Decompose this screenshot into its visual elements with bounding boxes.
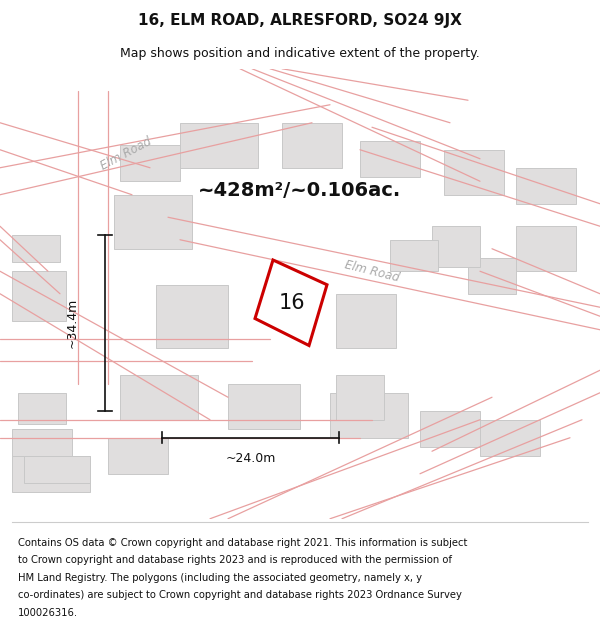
Polygon shape xyxy=(480,420,540,456)
Polygon shape xyxy=(12,429,72,456)
Polygon shape xyxy=(12,271,66,321)
Text: 16, ELM ROAD, ALRESFORD, SO24 9JX: 16, ELM ROAD, ALRESFORD, SO24 9JX xyxy=(138,14,462,29)
Text: Contains OS data © Crown copyright and database right 2021. This information is : Contains OS data © Crown copyright and d… xyxy=(18,538,467,548)
Polygon shape xyxy=(12,456,90,492)
Polygon shape xyxy=(444,150,504,195)
Polygon shape xyxy=(228,384,300,429)
Text: HM Land Registry. The polygons (including the associated geometry, namely x, y: HM Land Registry. The polygons (includin… xyxy=(18,573,422,583)
Text: co-ordinates) are subject to Crown copyright and database rights 2023 Ordnance S: co-ordinates) are subject to Crown copyr… xyxy=(18,591,462,601)
Polygon shape xyxy=(390,240,438,271)
Text: ~428m²/~0.106ac.: ~428m²/~0.106ac. xyxy=(199,181,401,200)
Text: Elm Road: Elm Road xyxy=(98,136,154,173)
Polygon shape xyxy=(120,375,198,420)
Polygon shape xyxy=(468,258,516,294)
Polygon shape xyxy=(255,260,327,346)
Text: ~34.4m: ~34.4m xyxy=(65,298,79,348)
Text: Elm Road: Elm Road xyxy=(343,258,401,284)
Polygon shape xyxy=(420,411,480,447)
Text: 100026316.: 100026316. xyxy=(18,608,78,618)
Polygon shape xyxy=(180,122,258,168)
Polygon shape xyxy=(12,235,60,262)
Polygon shape xyxy=(120,145,180,181)
Polygon shape xyxy=(282,122,342,168)
Text: 16: 16 xyxy=(279,292,305,312)
Polygon shape xyxy=(18,392,66,424)
Text: to Crown copyright and database rights 2023 and is reproduced with the permissio: to Crown copyright and database rights 2… xyxy=(18,556,452,566)
Polygon shape xyxy=(516,168,576,204)
Polygon shape xyxy=(330,392,408,438)
Polygon shape xyxy=(114,195,192,249)
Polygon shape xyxy=(156,285,228,348)
Text: Map shows position and indicative extent of the property.: Map shows position and indicative extent… xyxy=(120,48,480,61)
Polygon shape xyxy=(432,226,480,267)
Polygon shape xyxy=(360,141,420,177)
Polygon shape xyxy=(108,438,168,474)
Polygon shape xyxy=(516,226,576,271)
Polygon shape xyxy=(336,375,384,420)
Polygon shape xyxy=(24,456,90,482)
Polygon shape xyxy=(336,294,396,348)
Text: ~24.0m: ~24.0m xyxy=(226,451,275,464)
